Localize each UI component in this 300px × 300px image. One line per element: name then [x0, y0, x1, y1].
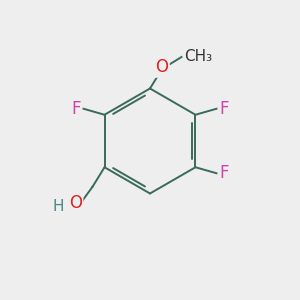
- Text: F: F: [220, 164, 229, 182]
- Text: CH₃: CH₃: [184, 50, 213, 64]
- Text: F: F: [71, 100, 80, 118]
- Text: O: O: [155, 58, 169, 76]
- Text: H: H: [52, 199, 64, 214]
- Text: F: F: [220, 100, 229, 118]
- Text: O: O: [69, 194, 82, 212]
